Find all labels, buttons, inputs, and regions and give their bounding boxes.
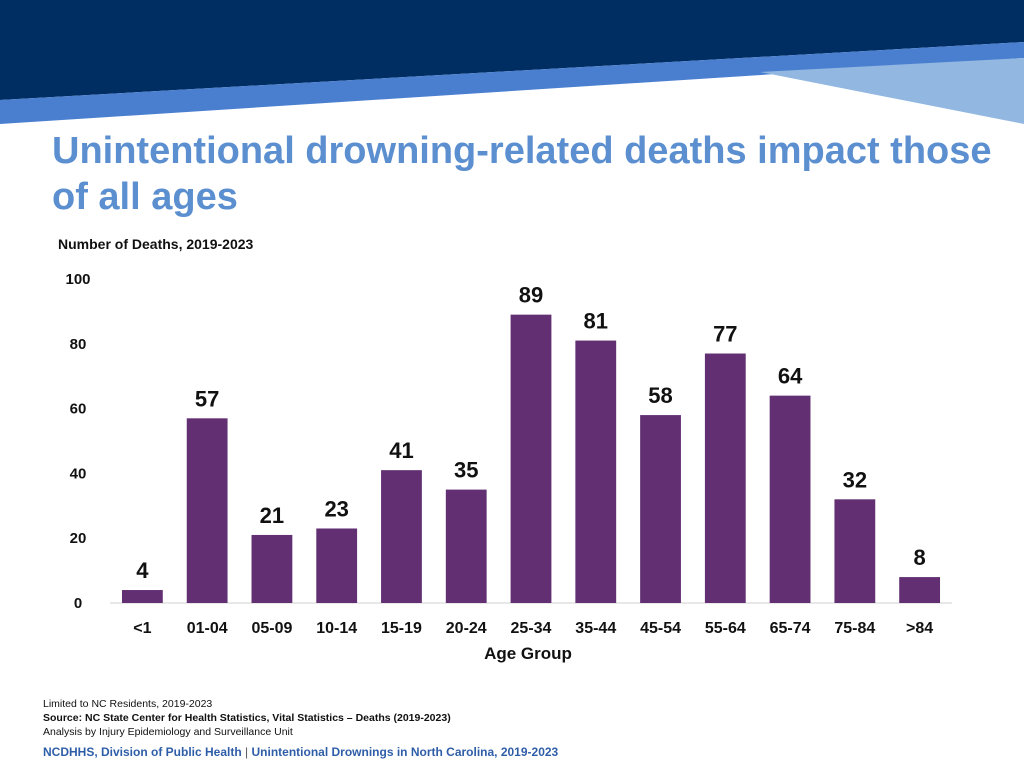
data-label: 8 [913, 545, 925, 570]
data-label: 81 [584, 309, 608, 334]
bar [121, 590, 163, 603]
banner-light-wedge [760, 58, 1024, 124]
x-tick-label: 45-54 [640, 620, 681, 637]
bar [251, 534, 293, 603]
y-axis: 0 20 40 60 80 100 [65, 271, 90, 612]
data-label: 41 [389, 438, 413, 463]
bar [186, 418, 228, 603]
y-tick-label: 80 [70, 336, 87, 353]
chart-title: Number of Deaths, 2019-2023 [58, 236, 254, 252]
bar [899, 577, 941, 603]
note-residents: Limited to NC Residents, 2019-2023 [43, 698, 213, 710]
x-tick-label: 65-74 [770, 620, 811, 637]
x-tick-label: 10-14 [316, 620, 357, 637]
bar [575, 340, 617, 603]
x-axis: <1 01-04 05-09 10-14 15-19 20-24 25-34 35-44 45-… [133, 620, 933, 637]
bar-series [121, 314, 941, 603]
x-tick-label: 35-44 [575, 620, 616, 637]
footer: NCDHHS, Division of Public Health | Unin… [43, 745, 1003, 759]
data-label: 35 [454, 458, 478, 483]
x-axis-label: Age Group [484, 644, 572, 663]
footer-separator: | [245, 745, 249, 759]
data-label: 32 [843, 467, 867, 492]
bar [316, 528, 358, 603]
data-label: 64 [778, 364, 803, 389]
y-tick-label: 40 [70, 465, 87, 482]
page-title: Unintentional drowning-related deaths im… [52, 130, 992, 218]
x-tick-label: 01-04 [187, 620, 228, 637]
x-tick-label: 25-34 [511, 620, 552, 637]
y-tick-label: 20 [70, 530, 87, 547]
data-label: 57 [195, 386, 219, 411]
data-label: 89 [519, 283, 543, 308]
source-notes: Limited to NC Residents, 2019-2023 Sourc… [43, 697, 943, 739]
y-tick-label: 100 [65, 271, 90, 288]
data-label: 77 [713, 322, 737, 347]
x-tick-label: 75-84 [834, 620, 875, 637]
bar-chart: Number of Deaths, 2019-2023 0 20 40 60 80 100… [58, 236, 952, 663]
bar [445, 489, 487, 603]
bar [640, 415, 681, 603]
bar [381, 470, 422, 603]
data-label: 58 [648, 383, 672, 408]
x-tick-label: 15-19 [381, 620, 422, 637]
banner-dark-band [0, 0, 1024, 100]
footer-org: NCDHHS, Division of Public Health [43, 745, 242, 759]
note-analysis: Analysis by Injury Epidemiology and Surv… [43, 726, 293, 738]
x-tick-label: 20-24 [446, 620, 487, 637]
bar [769, 395, 811, 603]
note-source: Source: NC State Center for Health Stati… [43, 712, 451, 724]
banner-blue-stripe [0, 42, 1024, 124]
data-label: 4 [136, 558, 149, 583]
bar [510, 314, 552, 603]
bar [834, 499, 876, 603]
bar [704, 353, 746, 603]
y-tick-label: 0 [74, 595, 82, 612]
data-label: 21 [260, 503, 284, 528]
x-tick-label: >84 [906, 620, 933, 637]
x-tick-label: <1 [133, 620, 151, 637]
data-labels: 4 57 21 23 41 35 89 81 58 77 64 32 8 [136, 283, 925, 583]
x-tick-label: 55-64 [705, 620, 746, 637]
data-label: 23 [324, 496, 348, 521]
x-tick-label: 05-09 [251, 620, 292, 637]
footer-report: Unintentional Drownings in North Carolin… [251, 745, 559, 759]
header-banner [0, 0, 1024, 124]
y-tick-label: 60 [70, 401, 87, 418]
